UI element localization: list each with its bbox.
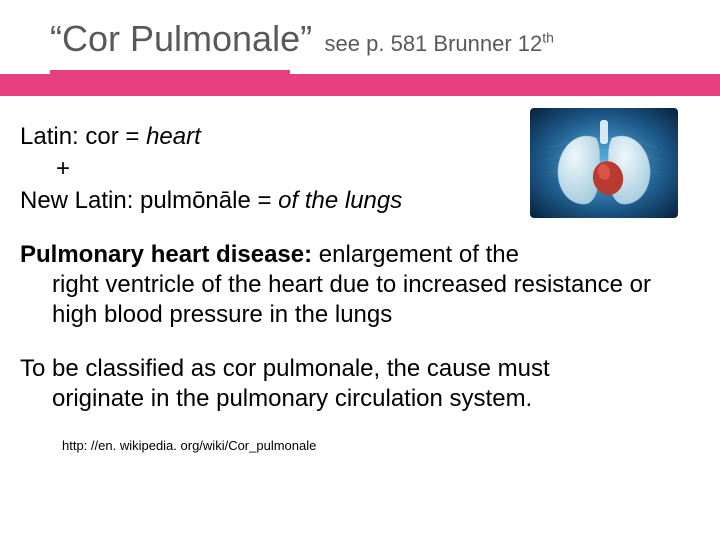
subtitle-text: see p. 581 Brunner 12	[325, 31, 543, 56]
classification-block: To be classified as cor pulmonale, the c…	[20, 354, 680, 414]
accent-underline	[50, 70, 290, 80]
slide-title: “Cor Pulmonale”	[50, 18, 312, 59]
etym1-italic: heart	[146, 123, 201, 150]
definition-body1: enlargement of the	[312, 241, 519, 268]
definition-body2: right ventricle of the heart due to incr…	[20, 270, 670, 330]
classification-line2: originate in the pulmonary circulation s…	[20, 384, 680, 414]
definition-block: Pulmonary heart disease: enlargement of …	[20, 240, 680, 330]
source-url: http: //en. wikipedia. org/wiki/Cor_pulm…	[20, 432, 680, 454]
slide-title-area: “Cor Pulmonale” see p. 581 Brunner 12th	[0, 0, 720, 60]
lungs-heart-image	[530, 108, 678, 218]
etym1-prefix: Latin: cor =	[20, 123, 146, 150]
etym2-italic: of the lungs	[278, 187, 402, 214]
etym2-prefix: New Latin: pulmōnāle =	[20, 187, 278, 214]
definition-lead: Pulmonary heart disease:	[20, 241, 312, 268]
classification-line1: To be classified as cor pulmonale, the c…	[20, 354, 680, 384]
slide-subtitle: see p. 581 Brunner 12th	[325, 31, 554, 56]
subtitle-superscript: th	[542, 30, 554, 46]
